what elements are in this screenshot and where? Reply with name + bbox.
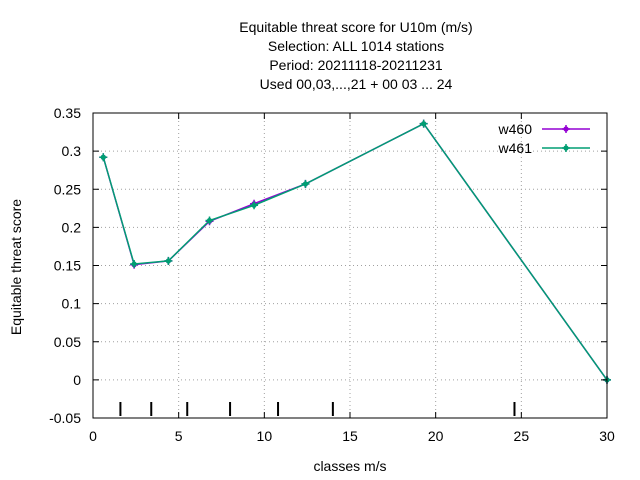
y-axis-label: Equitable threat score — [8, 199, 24, 335]
x-tick-label: 25 — [514, 428, 530, 444]
x-tick-label: 30 — [599, 428, 615, 444]
y-tick-label: -0.05 — [49, 410, 81, 426]
legend-label-w460: w460 — [498, 121, 533, 137]
data-point-w461 — [419, 119, 428, 128]
x-axis-label: classes m/s — [313, 458, 386, 474]
legend-marker-w460 — [562, 125, 570, 133]
legend: w460 w461 — [498, 121, 590, 156]
y-tick-label: 0 — [73, 372, 81, 388]
legend-label-w461: w461 — [498, 140, 533, 156]
x-tick-label: 20 — [428, 428, 444, 444]
y-tick-label: 0.2 — [62, 219, 82, 235]
y-tick-label: 0.35 — [54, 105, 81, 121]
x-tick-label: 0 — [89, 428, 97, 444]
legend-marker-w461 — [562, 144, 570, 152]
y-tick-label: 0.15 — [54, 258, 81, 274]
y-tick-label: 0.25 — [54, 181, 81, 197]
x-tick-label: 10 — [257, 428, 273, 444]
chart-title-line-2: Selection: ALL 1014 stations — [268, 38, 444, 54]
data-point-w461 — [99, 153, 108, 162]
chart-title-line-4: Used 00,03,...,21 + 00 03 ... 24 — [260, 76, 453, 92]
y-tick-label: 0.1 — [62, 296, 82, 312]
series-line-w461 — [102, 122, 608, 381]
y-tick-label: 0.05 — [54, 334, 81, 350]
x-tick-label: 15 — [342, 428, 358, 444]
data-point-w461 — [164, 256, 173, 265]
data-point-w461 — [130, 259, 139, 268]
data-point-w461 — [205, 216, 214, 225]
x-tick-label: 5 — [175, 428, 183, 444]
class-markers — [119, 402, 516, 416]
chart-title: Equitable threat score for U10m (m/s) Se… — [239, 19, 472, 92]
data-point-w461 — [250, 201, 259, 210]
chart-title-line-3: Period: 20211118-20211231 — [269, 57, 443, 73]
chart-title-line-1: Equitable threat score for U10m (m/s) — [239, 19, 472, 35]
y-tick-label: 0.3 — [62, 143, 82, 159]
axis-ticks: 0 5 10 15 20 25 30 -0.05 0 0.05 0.1 0.15 0.2 0.25 0.3 0… — [49, 105, 615, 444]
series-layer — [99, 119, 611, 384]
data-point-w461 — [301, 179, 310, 188]
grid — [93, 113, 607, 418]
